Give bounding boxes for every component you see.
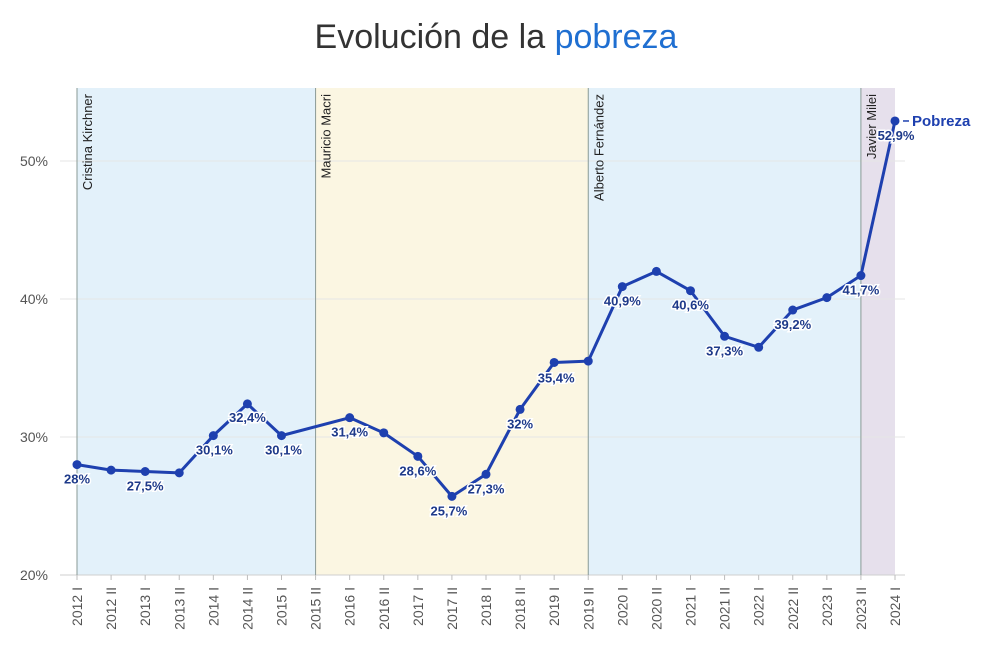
data-label-5: 32,4% xyxy=(229,410,266,425)
data-point-15 xyxy=(617,282,627,292)
presidency-dividers xyxy=(76,88,862,575)
x-tick-label-12: 2018 I xyxy=(478,587,494,626)
y-tick-label-1: 30% xyxy=(20,429,48,445)
data-point-14 xyxy=(583,356,593,366)
x-tick-label-0: 2012 I xyxy=(69,587,85,626)
x-tick-label-11: 2017 II xyxy=(444,587,460,630)
data-point-16 xyxy=(651,266,661,276)
x-axis: 2012 I 2012 II 2013 I 2013 II 2014 I 2014 II 2… xyxy=(69,575,903,630)
x-tick-label-17: 2020 II xyxy=(648,587,664,630)
data-point-1 xyxy=(106,465,116,475)
series-pobreza xyxy=(72,116,900,501)
data-label-18: 37,3% xyxy=(706,343,743,358)
data-label-2: 27,5% xyxy=(127,479,164,494)
x-tick-label-6: 2015 I xyxy=(274,587,290,626)
x-tick-label-19: 2021 II xyxy=(717,587,733,630)
data-point-18 xyxy=(720,331,730,341)
chart-title-prefix: Evolución de la xyxy=(314,18,555,56)
data-point-23 xyxy=(890,116,900,126)
presidency-label-1: Mauricio Macri xyxy=(319,94,334,179)
x-tick-label-5: 2014 II xyxy=(239,587,255,630)
x-tick-label-18: 2021 I xyxy=(683,587,699,626)
presidency-labels: Cristina Kirchner Mauricio Macri Alberto F… xyxy=(80,93,879,201)
data-point-19 xyxy=(754,342,764,352)
data-point-12 xyxy=(515,404,525,414)
data-label-9: 28,6% xyxy=(399,463,436,478)
presidency-band-2 xyxy=(588,88,861,575)
x-tick-label-21: 2022 II xyxy=(785,587,801,630)
data-label-13: 35,4% xyxy=(538,370,575,385)
presidency-label-2: Alberto Fernández xyxy=(591,94,606,201)
presidency-band-0 xyxy=(77,88,316,575)
gridlines xyxy=(60,160,905,576)
data-label-12: 32% xyxy=(507,416,533,431)
data-label-20: 39,2% xyxy=(774,317,811,332)
data-point-10 xyxy=(447,491,457,501)
data-point-17 xyxy=(686,286,695,296)
x-tick-label-14: 2019 I xyxy=(546,587,562,626)
data-label-22: 41,7% xyxy=(842,283,879,298)
chart-title: Evolución de la pobreza xyxy=(0,18,992,57)
x-tick-label-8: 2016 I xyxy=(342,587,358,626)
data-point-5 xyxy=(242,399,252,409)
y-tick-label-3: 50% xyxy=(20,153,48,169)
x-tick-label-1: 2012 II xyxy=(103,587,119,630)
x-tick-label-23: 2023 II xyxy=(853,587,869,630)
legend: Pobreza xyxy=(903,113,971,130)
x-tick-label-7: 2015 II xyxy=(308,587,324,630)
data-label-0: 28% xyxy=(64,472,90,487)
data-label-11: 27,3% xyxy=(468,481,505,496)
data-label-4: 30,1% xyxy=(196,443,233,458)
data-label-10: 25,7% xyxy=(430,503,467,518)
x-tick-label-24: 2024 I xyxy=(887,587,903,626)
data-label-6: 30,1% xyxy=(265,443,302,458)
data-label-7: 31,4% xyxy=(331,425,368,440)
x-tick-label-4: 2014 I xyxy=(205,587,221,626)
data-label-15: 40,9% xyxy=(604,294,641,309)
data-point-7 xyxy=(345,413,355,423)
data-label-17: 40,6% xyxy=(672,298,709,313)
y-axis: 20% 30% 40% 50% xyxy=(20,153,48,583)
x-tick-label-9: 2016 II xyxy=(376,587,392,630)
data-point-9 xyxy=(413,451,423,461)
data-point-3 xyxy=(174,468,184,478)
presidency-label-3: Javier Milei xyxy=(864,94,879,159)
x-tick-label-20: 2022 I xyxy=(751,587,767,626)
x-tick-label-16: 2020 I xyxy=(614,587,630,626)
presidency-bands xyxy=(77,88,895,575)
data-point-20 xyxy=(788,305,798,315)
y-tick-label-0: 20% xyxy=(20,567,48,583)
data-point-4 xyxy=(208,431,218,441)
x-tick-label-22: 2023 I xyxy=(819,587,835,626)
x-tick-label-2: 2013 I xyxy=(137,587,153,626)
data-point-21 xyxy=(822,293,832,303)
x-tick-label-10: 2017 I xyxy=(410,587,426,626)
x-tick-label-13: 2018 II xyxy=(512,587,528,630)
legend-label: Pobreza xyxy=(912,113,971,130)
data-point-8 xyxy=(379,428,389,438)
data-point-0 xyxy=(72,460,82,470)
data-point-2 xyxy=(140,467,150,476)
presidency-band-3 xyxy=(860,88,895,575)
y-tick-label-2: 40% xyxy=(20,291,48,307)
data-point-6 xyxy=(277,431,286,441)
data-point-13 xyxy=(549,357,559,367)
presidency-label-0: Cristina Kirchner xyxy=(80,93,95,190)
chart-title-highlight: pobreza xyxy=(554,18,678,56)
data-labels: 28% 27,5% 30,1% 32,4% 30,1% 31,4% 28,6% 25,7%27… xyxy=(62,126,916,519)
x-tick-label-3: 2013 II xyxy=(171,587,187,630)
data-point-11 xyxy=(481,469,491,479)
data-point-22 xyxy=(856,271,866,281)
x-tick-label-15: 2019 II xyxy=(580,587,596,630)
series-line-pobreza xyxy=(76,120,897,498)
data-label-23: 52,9% xyxy=(878,128,915,143)
